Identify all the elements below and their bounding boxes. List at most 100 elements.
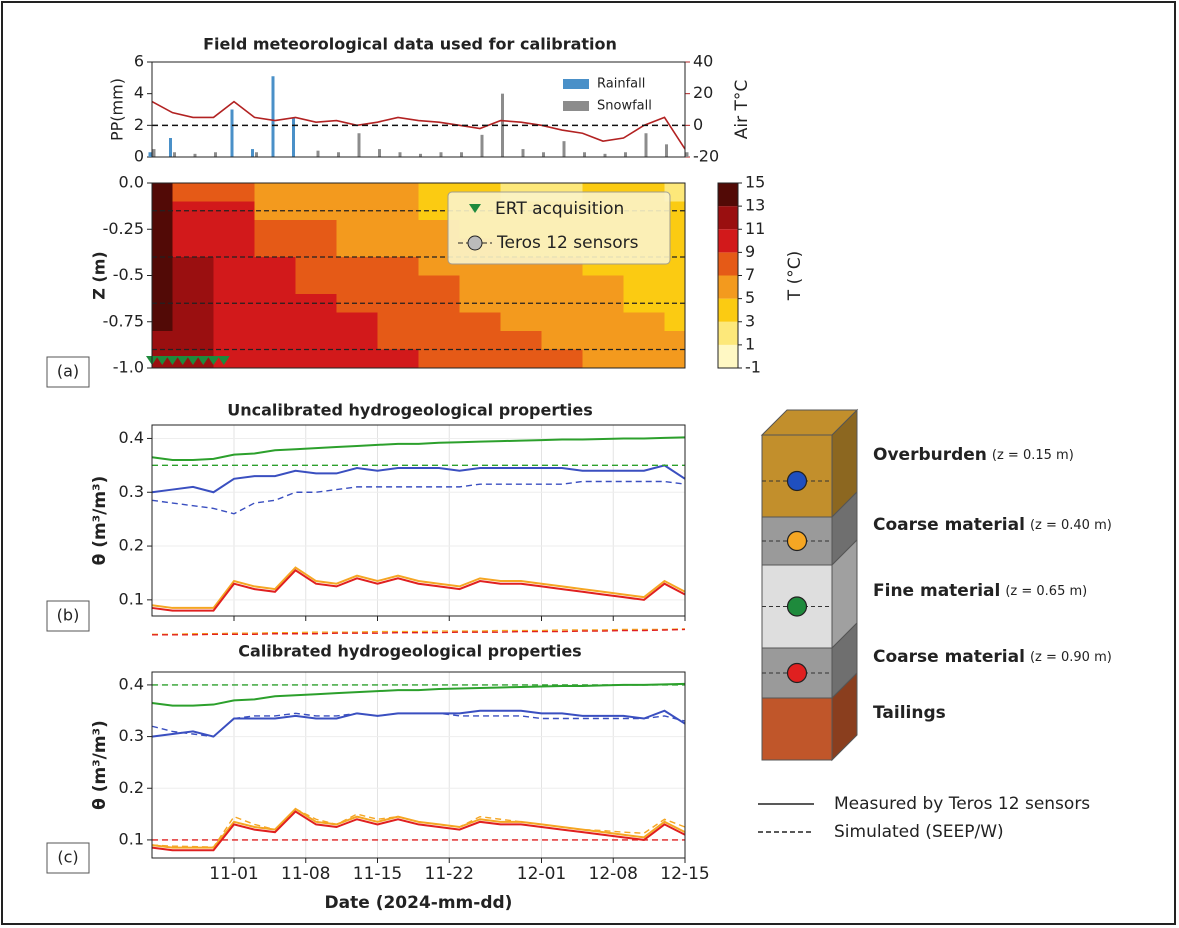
y-tick-label: -0.25	[103, 219, 144, 238]
contour-cell	[336, 220, 378, 239]
contour-cell	[336, 183, 378, 202]
legend-label: ERT acquisition	[495, 199, 624, 219]
y-tick-label: -0.5	[113, 265, 144, 284]
layer-label: Fine material (z = 0.65 m)	[873, 581, 1087, 601]
bar	[460, 152, 463, 157]
layer-side	[831, 671, 858, 762]
ert-marker	[156, 356, 169, 365]
ert-marker	[217, 356, 230, 365]
bar	[398, 152, 402, 157]
series-line	[151, 682, 686, 707]
panel-label: (a)	[57, 362, 79, 381]
bar	[665, 144, 668, 157]
chart-title: Uncalibrated hydrogeological properties	[227, 401, 593, 420]
contour-cell	[336, 275, 378, 295]
x-axis-label: Date (2024-mm-dd)	[325, 893, 513, 913]
contour-cell	[377, 257, 419, 276]
contour-cell	[254, 238, 296, 258]
contour-cell	[295, 275, 337, 295]
bar	[173, 152, 176, 157]
ert-marker	[207, 356, 220, 365]
y-tick-label: 2	[134, 115, 144, 134]
x-tick-label: 12-15	[660, 864, 709, 884]
legend-label: Measured by Teros 12 sensors	[834, 794, 1090, 814]
plot-frame	[151, 424, 686, 617]
contour-cell	[336, 331, 378, 350]
chart-title: Calibrated hydrogeological properties	[238, 642, 581, 661]
contour-cell	[254, 349, 296, 368]
bar	[685, 152, 689, 157]
contour-cell	[152, 312, 173, 332]
contour-cell	[336, 257, 378, 276]
layer-label: Overburden (z = 0.15 m)	[873, 445, 1074, 465]
contour-cell	[541, 331, 583, 350]
colorbar-tick-label: 9	[745, 242, 755, 261]
contour-cell	[152, 183, 173, 202]
contour-cell	[582, 275, 624, 295]
contour-cell	[254, 312, 296, 332]
plot-frame	[151, 671, 686, 859]
panel-label-box	[46, 600, 90, 632]
series-line	[151, 709, 686, 738]
layer-name: Overburden	[873, 445, 987, 465]
contour-cell	[213, 312, 255, 332]
contour-cell	[623, 275, 665, 295]
bar	[603, 153, 607, 157]
contour-cell	[213, 257, 255, 276]
contour-cell	[152, 275, 173, 295]
bar	[480, 134, 484, 157]
contour-cell	[295, 349, 337, 368]
x-tick-label: 11-22	[425, 864, 474, 884]
y2-axis-label: Air T°C	[732, 80, 752, 140]
contour-cell	[377, 275, 419, 295]
layer-depth: (z = 0.90 m)	[1030, 650, 1112, 665]
contour-cell	[254, 183, 296, 202]
sensor-dot	[786, 662, 808, 684]
y-tick-label: 0.2	[119, 536, 144, 555]
y-tick-label: -0.75	[103, 311, 144, 330]
bar	[357, 133, 361, 157]
y-tick-label: 0	[134, 147, 144, 166]
y-tick-label: 0.3	[119, 726, 144, 745]
y-tick-label: 4	[134, 83, 144, 102]
series-line	[151, 712, 686, 738]
contour-cell	[213, 183, 255, 202]
colorbar-band	[718, 321, 738, 345]
ert-marker	[187, 356, 199, 365]
colorbar-tick-label: 7	[745, 265, 755, 284]
bar	[251, 149, 254, 157]
series-line	[151, 808, 686, 848]
colorbar-band	[718, 344, 738, 368]
panel-label-box	[46, 356, 90, 388]
contour-cell	[172, 220, 214, 239]
bar	[583, 152, 586, 157]
contour-cell	[152, 257, 173, 276]
bar	[337, 152, 340, 157]
colorbar-frame	[717, 182, 739, 369]
legend-box	[447, 191, 671, 265]
contour-cell	[152, 220, 173, 239]
colorbar-band	[718, 229, 738, 253]
series-line	[151, 464, 686, 494]
contour-cell	[254, 331, 296, 350]
legend-label: Rainfall	[597, 77, 645, 92]
contour-cell	[172, 275, 214, 295]
ert-marker	[197, 356, 210, 365]
contour-cell	[213, 349, 255, 368]
layer-label: Coarse material (z = 0.90 m)	[873, 647, 1112, 667]
contour-cell	[418, 294, 460, 313]
y-tick-label: -1.0	[113, 358, 144, 377]
colorbar-band	[718, 298, 738, 322]
contour-cell	[541, 312, 583, 332]
series-line	[151, 810, 686, 852]
bar	[292, 117, 295, 157]
legend-label: Simulated (SEEP/W)	[834, 822, 1004, 842]
bar	[521, 149, 525, 157]
contour-cell	[459, 349, 501, 368]
contour-cell	[377, 220, 419, 239]
layer-label: Tailings	[873, 703, 946, 723]
layer-label: Coarse material (z = 0.40 m)	[873, 515, 1112, 535]
y-tick-label: 0.3	[119, 482, 144, 501]
contour-cell	[295, 183, 337, 202]
